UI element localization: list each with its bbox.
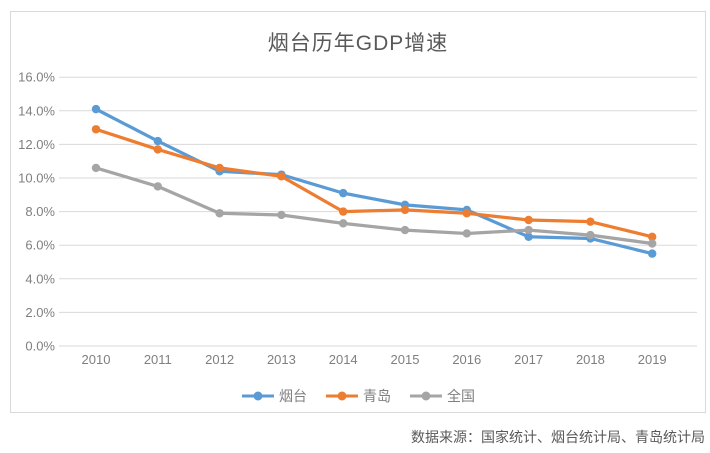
series-marker-qingdao <box>524 215 533 225</box>
series-marker-national <box>462 229 471 238</box>
series-marker-national <box>91 163 101 173</box>
series-marker-qingdao <box>648 232 657 241</box>
series-marker-qingdao <box>339 207 348 216</box>
x-axis-tick-label: 2012 <box>205 352 234 367</box>
series-marker-qingdao <box>462 209 471 218</box>
legend-dot-yantai <box>253 391 263 401</box>
series-marker-national <box>153 182 162 191</box>
series-marker-yantai <box>648 249 657 258</box>
chart-frame: 烟台历年GDP增速 0.0% 2.0% 4.0% 6.0% 8.0% 10.0% 12.0%… <box>10 11 706 413</box>
legend: 烟台 青岛 全国 <box>11 386 705 406</box>
legend-marker-qingdao-icon <box>326 391 358 401</box>
legend-item-yantai: 烟台 <box>241 386 307 406</box>
series-marker-yantai <box>524 232 533 241</box>
plot-area: 0.0% 2.0% 4.0% 6.0% 8.0% 10.0% 12.0% 14.0% 16.0%… <box>18 70 697 367</box>
y-axis-tick-label: 14.0% <box>18 103 55 118</box>
series-marker-qingdao <box>586 217 595 226</box>
series-marker-qingdao <box>400 205 410 215</box>
series-marker-qingdao <box>91 125 101 134</box>
y-axis-tick-label: 16.0% <box>18 70 55 85</box>
y-axis-tick-label: 0.0% <box>25 339 55 354</box>
series-marker-qingdao <box>215 163 224 173</box>
series-line-national <box>94 166 654 246</box>
series-marker-national <box>524 225 533 235</box>
legend-marker-yantai-icon <box>242 391 274 401</box>
y-axis-tick-label: 2.0% <box>25 305 55 320</box>
series-line-qingdao <box>94 127 654 239</box>
legend-label-qingdao: 青岛 <box>363 388 391 404</box>
series-marker-yantai <box>339 188 348 198</box>
x-axis-tick-label: 2013 <box>267 352 296 367</box>
legend-item-national: 全国 <box>409 386 475 406</box>
data-source-caption: 数据来源：国家统计、烟台统计局、青岛统计局 <box>411 429 705 445</box>
y-axis-tick-label: 12.0% <box>18 137 55 152</box>
series-marker-national <box>339 219 348 228</box>
x-axis-tick-label: 2018 <box>576 352 605 367</box>
x-axis-tick-label: 2019 <box>638 352 667 367</box>
series-marker-national <box>215 209 224 218</box>
y-axis-tick-label: 10.0% <box>18 171 55 186</box>
y-axis-tick-label: 8.0% <box>25 204 55 219</box>
series-marker-national <box>586 230 595 240</box>
chart-title: 烟台历年GDP增速 <box>267 32 449 55</box>
legend-dot-qingdao <box>337 391 347 401</box>
series-marker-national <box>277 210 286 220</box>
series-marker-national <box>648 239 657 248</box>
legend-marker-national-icon <box>410 391 442 401</box>
x-axis-tick-label: 2015 <box>391 352 420 367</box>
x-axis-tick-label: 2017 <box>514 352 543 367</box>
y-axis-tick-label: 6.0% <box>25 238 55 253</box>
x-axis-tick-label: 2014 <box>329 352 358 367</box>
legend-item-qingdao: 青岛 <box>325 386 391 406</box>
legend-dot-national <box>421 391 431 401</box>
legend-label-yantai: 烟台 <box>279 388 307 404</box>
x-axis-tick-label: 2010 <box>82 352 111 367</box>
series-line-yantai <box>94 107 654 256</box>
legend-label-national: 全国 <box>447 388 475 404</box>
series-marker-yantai <box>91 104 101 114</box>
y-axis-tick-label: 4.0% <box>25 271 55 286</box>
series-marker-qingdao <box>277 172 286 181</box>
x-axis-tick-label: 2016 <box>452 352 481 367</box>
x-axis-tick-label: 2011 <box>144 352 172 367</box>
series-marker-qingdao <box>153 145 162 154</box>
series-marker-national <box>400 225 410 235</box>
series-marker-yantai <box>153 136 162 146</box>
